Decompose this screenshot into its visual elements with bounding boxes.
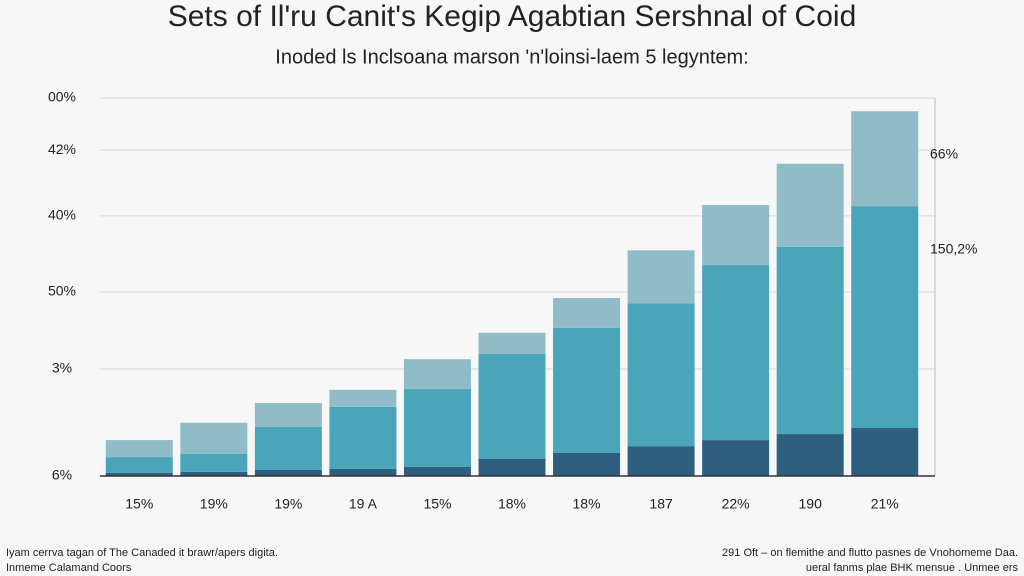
bar-segment bbox=[627, 446, 695, 476]
bar-segment bbox=[702, 265, 770, 441]
x-tick-label: 21% bbox=[871, 496, 899, 512]
bar-segment bbox=[776, 246, 844, 435]
bar-segment bbox=[851, 206, 919, 428]
bar-segment bbox=[105, 440, 173, 458]
chart-title: Sets of Il'ru Canit's Kegip Agabtian Ser… bbox=[168, 0, 857, 33]
bar-segment bbox=[478, 332, 546, 354]
bar-segment bbox=[776, 434, 844, 476]
bar-segment bbox=[254, 403, 322, 427]
x-tick-label: 22% bbox=[722, 496, 750, 512]
bar-segment bbox=[254, 469, 322, 476]
bar-segment bbox=[329, 406, 397, 469]
bar-segment bbox=[851, 111, 919, 207]
bar-segment bbox=[254, 426, 322, 470]
x-tick-label: 19% bbox=[274, 496, 302, 512]
bar-segment bbox=[180, 422, 248, 454]
y-tick-label: 00% bbox=[48, 89, 76, 105]
footer-left: Inmeme Calamand Coors bbox=[6, 562, 132, 574]
bar-segment bbox=[702, 204, 770, 266]
x-tick-label: 190 bbox=[799, 496, 823, 512]
x-tick-label: 15% bbox=[125, 496, 153, 512]
annotation: 150,2% bbox=[930, 241, 977, 257]
bar-segment bbox=[329, 468, 397, 476]
chart-subtitle: Inoded ls Inclsoana marson 'n'loinsi-lae… bbox=[275, 46, 748, 68]
bar-segment bbox=[403, 389, 471, 467]
x-tick-label: 187 bbox=[649, 496, 673, 512]
bar-segment bbox=[403, 466, 471, 476]
bar-segment bbox=[403, 359, 471, 390]
x-tick-label: 19 A bbox=[349, 496, 378, 512]
y-tick-label: 6% bbox=[52, 467, 72, 483]
bar-segment bbox=[553, 297, 621, 328]
bar-segment bbox=[627, 303, 695, 447]
bar-segment bbox=[553, 452, 621, 476]
bar-segment bbox=[627, 250, 695, 304]
bar-segment bbox=[180, 471, 248, 476]
bar-segment bbox=[553, 327, 621, 453]
x-tick-label: 18% bbox=[573, 496, 601, 512]
y-tick-label: 3% bbox=[52, 360, 72, 376]
bar-segment bbox=[478, 353, 546, 459]
x-tick-label: 18% bbox=[498, 496, 526, 512]
bar-segment bbox=[105, 472, 173, 476]
bar-segment bbox=[329, 389, 397, 407]
bar-segment bbox=[105, 457, 173, 473]
footer-right: 291 Oft – on flemithe and flutto pasnes … bbox=[722, 547, 1018, 559]
x-tick-label: 19% bbox=[200, 496, 228, 512]
footer-right: ueral fanms plae BHK mensue . Unmee ers bbox=[806, 562, 1019, 574]
footer-left: Iyam cerrva tagan of The Canaded it braw… bbox=[6, 547, 278, 559]
bar-segment bbox=[851, 427, 919, 476]
y-tick-label: 50% bbox=[48, 283, 76, 299]
bar-segment bbox=[776, 163, 844, 247]
bar-segment bbox=[702, 440, 770, 476]
x-tick-label: 15% bbox=[423, 496, 451, 512]
y-tick-label: 40% bbox=[48, 207, 76, 223]
bar-segment bbox=[180, 453, 248, 472]
y-tick-label: 42% bbox=[48, 141, 76, 157]
annotation: 66% bbox=[930, 146, 958, 162]
bar-segment bbox=[478, 458, 546, 476]
